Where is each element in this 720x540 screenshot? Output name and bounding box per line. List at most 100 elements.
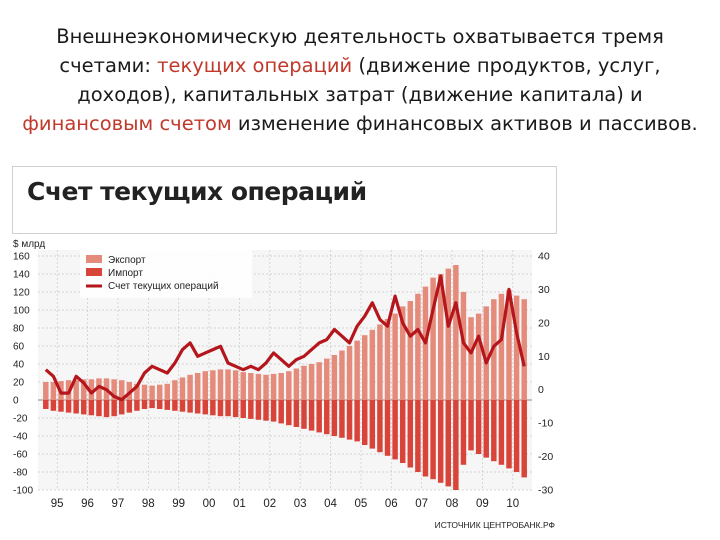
- y2-tick-label: 40: [538, 251, 550, 263]
- import-bar: [263, 400, 269, 421]
- export-bar: [339, 350, 345, 400]
- export-bar: [81, 379, 87, 400]
- export-bar: [430, 277, 436, 400]
- export-bar: [293, 368, 300, 400]
- export-bar: [399, 306, 406, 400]
- export-bar: [513, 295, 520, 400]
- slide-line-4-b: изменение финансовых активов и пассивов.: [231, 112, 698, 135]
- export-bar: [210, 370, 216, 400]
- export-bar: [187, 374, 193, 400]
- import-bar: [232, 400, 239, 418]
- import-bar: [73, 400, 79, 414]
- import-bar: [286, 400, 292, 426]
- slide-line-1: Внешнеэкономическую деятельность охватыв…: [56, 25, 664, 48]
- import-bar: [240, 400, 246, 418]
- legend-swatch-export: [86, 255, 102, 263]
- import-bar: [316, 400, 322, 433]
- import-bar: [437, 400, 444, 483]
- x-tick-label: 07: [415, 498, 428, 510]
- export-bar: [346, 346, 353, 400]
- import-bar: [194, 400, 201, 414]
- export-bar: [164, 383, 171, 400]
- chart-figure: Счет текущих операций 160 140 120 100 80 60 40…: [12, 166, 557, 534]
- slide-line-2-b: (движение продуктов, услуг,: [352, 54, 661, 77]
- y-tick-label: -60: [13, 450, 28, 461]
- y-tick-label: 160: [13, 252, 30, 263]
- import-bar: [179, 400, 186, 412]
- import-bar: [407, 400, 414, 468]
- legend-box: [80, 250, 252, 298]
- slide-line-4: финансовым счетом изменение финансовых а…: [0, 109, 720, 138]
- y2-tick-label: -20: [538, 451, 553, 463]
- export-bar: [263, 374, 269, 400]
- import-bar: [270, 400, 277, 422]
- legend-label: Счет текущих операций: [108, 281, 219, 292]
- import-bar: [415, 400, 421, 472]
- import-bar: [506, 400, 512, 469]
- x-tick-label: 05: [355, 498, 368, 510]
- export-bar: [384, 319, 391, 400]
- y2-tick-label: 20: [538, 317, 550, 329]
- import-bar: [521, 400, 527, 478]
- y2-tick-label: -30: [538, 485, 553, 497]
- import-bar: [377, 400, 383, 453]
- x-tick-label: 97: [112, 498, 125, 510]
- x-tick-label: 06: [385, 498, 398, 510]
- import-bar: [202, 400, 208, 415]
- y-tick-label: 120: [13, 288, 30, 299]
- import-bar: [43, 400, 49, 409]
- import-bar: [187, 400, 193, 413]
- slide-line-2: счетами: текущих операций (движение прод…: [0, 51, 720, 80]
- export-bar: [119, 380, 125, 400]
- import-bar: [392, 400, 398, 460]
- export-bar: [50, 382, 57, 400]
- import-bar: [217, 400, 224, 417]
- export-bar: [73, 380, 79, 400]
- export-bar: [369, 329, 376, 400]
- export-bar: [225, 369, 231, 400]
- export-bar: [179, 377, 186, 400]
- y-tick-label: -20: [13, 414, 28, 425]
- export-bar: [202, 371, 208, 400]
- import-bar: [164, 400, 171, 410]
- x-tick-label: 00: [203, 498, 216, 510]
- import-bar: [65, 400, 72, 413]
- export-bar: [248, 373, 254, 400]
- import-bar: [141, 400, 148, 409]
- import-bar: [369, 400, 376, 449]
- export-bar: [96, 378, 102, 400]
- import-bar: [301, 400, 307, 429]
- export-bar: [324, 358, 330, 400]
- y-tick-label: -40: [13, 432, 28, 443]
- export-bar: [286, 371, 292, 400]
- export-bar: [475, 313, 482, 400]
- import-bar: [255, 400, 262, 420]
- import-bar: [491, 400, 497, 462]
- import-bar: [248, 400, 254, 419]
- import-bar: [172, 400, 178, 411]
- export-bar: [43, 382, 49, 400]
- import-bar: [460, 400, 467, 465]
- x-tick-label: 04: [324, 498, 337, 510]
- export-bar: [415, 293, 421, 400]
- y-tick-label: -80: [13, 468, 28, 479]
- import-bar: [399, 400, 406, 463]
- legend-swatch-import: [86, 268, 102, 276]
- y-tick-label: 0: [13, 396, 19, 407]
- import-bar: [430, 400, 436, 480]
- x-tick-label: 96: [81, 498, 94, 510]
- import-bar: [81, 400, 87, 415]
- import-bar: [149, 400, 155, 409]
- export-bar: [331, 355, 338, 400]
- current-account-line: [44, 274, 526, 402]
- financial-account-term: финансовым счетом: [22, 112, 232, 135]
- legend-label: Импорт: [108, 268, 143, 279]
- import-bar: [483, 400, 489, 458]
- x-tick-label: 98: [142, 498, 155, 510]
- import-bar: [126, 400, 133, 413]
- y2-tick-label: 10: [538, 351, 550, 363]
- x-tick-label: 03: [294, 498, 307, 510]
- y-tick-label: 80: [13, 324, 25, 335]
- export-bar: [88, 379, 95, 400]
- export-bar: [156, 384, 163, 400]
